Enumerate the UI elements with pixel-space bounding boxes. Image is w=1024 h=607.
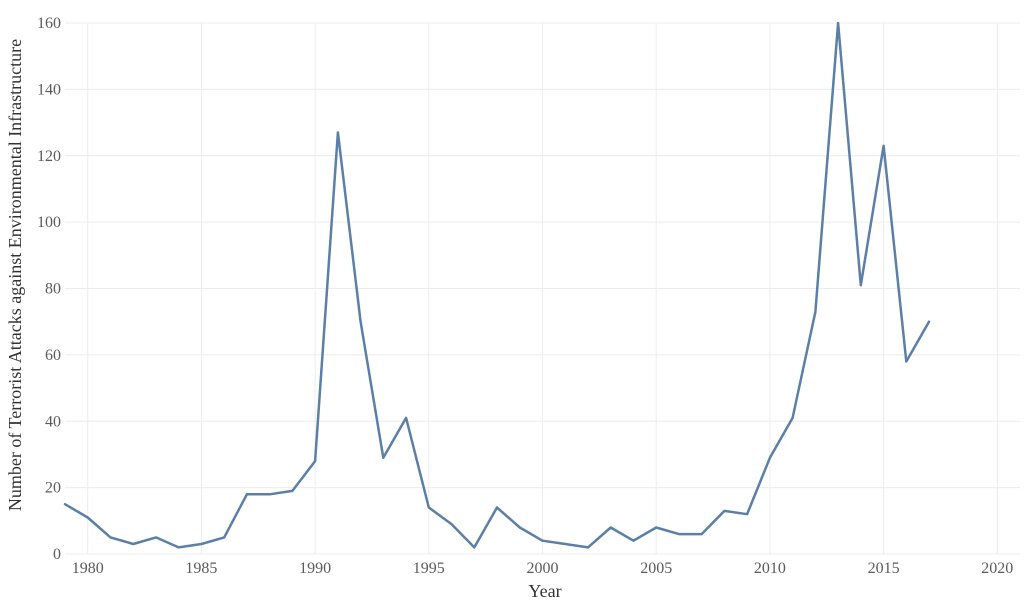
x-axis-title: Year [528,581,561,601]
y-tick-label: 100 [37,214,61,231]
x-tick-label: 2015 [868,560,900,577]
x-tick-label: 2010 [754,560,786,577]
y-tick-label: 140 [37,81,61,98]
y-tick-label: 120 [37,148,61,165]
x-tick-label: 1995 [413,560,445,577]
x-tick-label: 1990 [299,560,331,577]
x-tick-label: 1980 [72,560,104,577]
x-axis-ticks: 1980 1985 1990 1995 2000 2005 2010 2015 2020 [72,560,1014,577]
x-tick-label: 1985 [185,560,217,577]
y-tick-label: 160 [37,15,61,32]
y-axis-title: Number of Terrorist Attacks against Envi… [5,39,25,511]
x-tick-label: 2005 [640,560,672,577]
x-tick-label: 2020 [981,560,1013,577]
x-tick-label: 2000 [527,560,559,577]
y-tick-label: 0 [53,546,61,563]
y-axis-ticks: 0 20 40 60 80 100 120 140 160 [37,15,61,563]
series-line [63,21,931,549]
series-lines [63,21,931,549]
y-tick-label: 60 [45,347,61,364]
gridlines [65,22,1020,555]
y-tick-label: 40 [45,413,61,430]
y-tick-label: 20 [45,480,61,497]
y-tick-label: 80 [45,281,61,298]
